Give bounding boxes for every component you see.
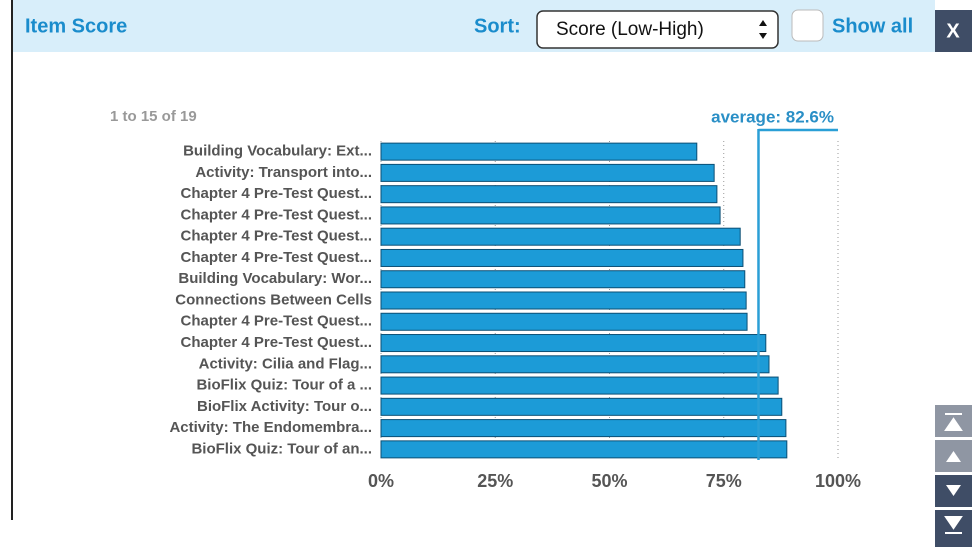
y-tick-label: BioFlix Quiz: Tour of a ... [196,377,372,394]
x-tick-label: 75% [706,471,742,491]
y-tick-label: Chapter 4 Pre-Test Quest... [181,228,372,245]
bar [380,397,783,416]
average-label: average: 82.6% [711,107,834,126]
header-bar [13,0,935,52]
x-tick-label: 100% [815,471,861,491]
close-button[interactable] [935,10,972,52]
y-tick-label: Chapter 4 Pre-Test Quest... [181,185,372,202]
y-tick-label: Building Vocabulary: Wor... [178,270,372,287]
select-arrow [759,20,767,39]
y-tick-label: Activity: The Endomembra... [169,419,372,436]
bar [380,291,747,310]
bar [380,440,788,459]
y-tick-label: Activity: Transport into... [195,164,372,181]
y-tick-label: Chapter 4 Pre-Test Quest... [181,334,372,351]
x-tick-label: 0% [368,471,394,491]
close-label[interactable]: X [946,20,960,42]
sort-label: Sort: [474,15,521,37]
y-tick-label: Chapter 4 Pre-Test Quest... [181,249,372,266]
icon [944,413,963,431]
bar [380,376,779,395]
bar [380,206,721,225]
bar [380,419,787,438]
show-all-label[interactable]: Show all [832,15,913,37]
scroll-buttons [935,405,972,547]
x-tick-label: 25% [477,471,513,491]
y-tick-label: Chapter 4 Pre-Test Quest... [181,313,372,330]
icon [946,451,961,462]
y-tick-label: Chapter 4 Pre-Test Quest... [181,206,372,223]
y-tick-label: BioFlix Activity: Tour o... [197,398,372,415]
sort-select[interactable]: Score (Low-High) [536,10,779,49]
select-box[interactable] [536,10,779,49]
checkbox[interactable] [791,9,824,42]
chart: 0% 25% 50% 75% 100% Building Vocabulary: Ext.… [169,107,861,490]
y-tick-label: Building Vocabulary: Ext... [183,143,372,160]
bar [380,142,698,161]
bar [380,227,741,246]
bar [380,248,744,267]
bar [380,334,767,353]
icon [946,485,961,496]
x-tick-label: 50% [591,471,627,491]
y-tick-label: BioFlix Quiz: Tour of an... [191,440,372,457]
bar [380,312,748,331]
y-tick-label: Connections Between Cells [175,291,372,308]
icon [944,516,963,534]
range-text: 1 to 15 of 19 [110,108,197,125]
bar [380,355,770,374]
select-value[interactable]: Score (Low-High) [556,19,704,40]
bar [380,270,746,289]
bar [380,185,718,204]
y-tick-label: Activity: Cilia and Flag... [199,355,372,372]
bar [380,163,715,182]
panel-title: Item Score [25,15,127,37]
